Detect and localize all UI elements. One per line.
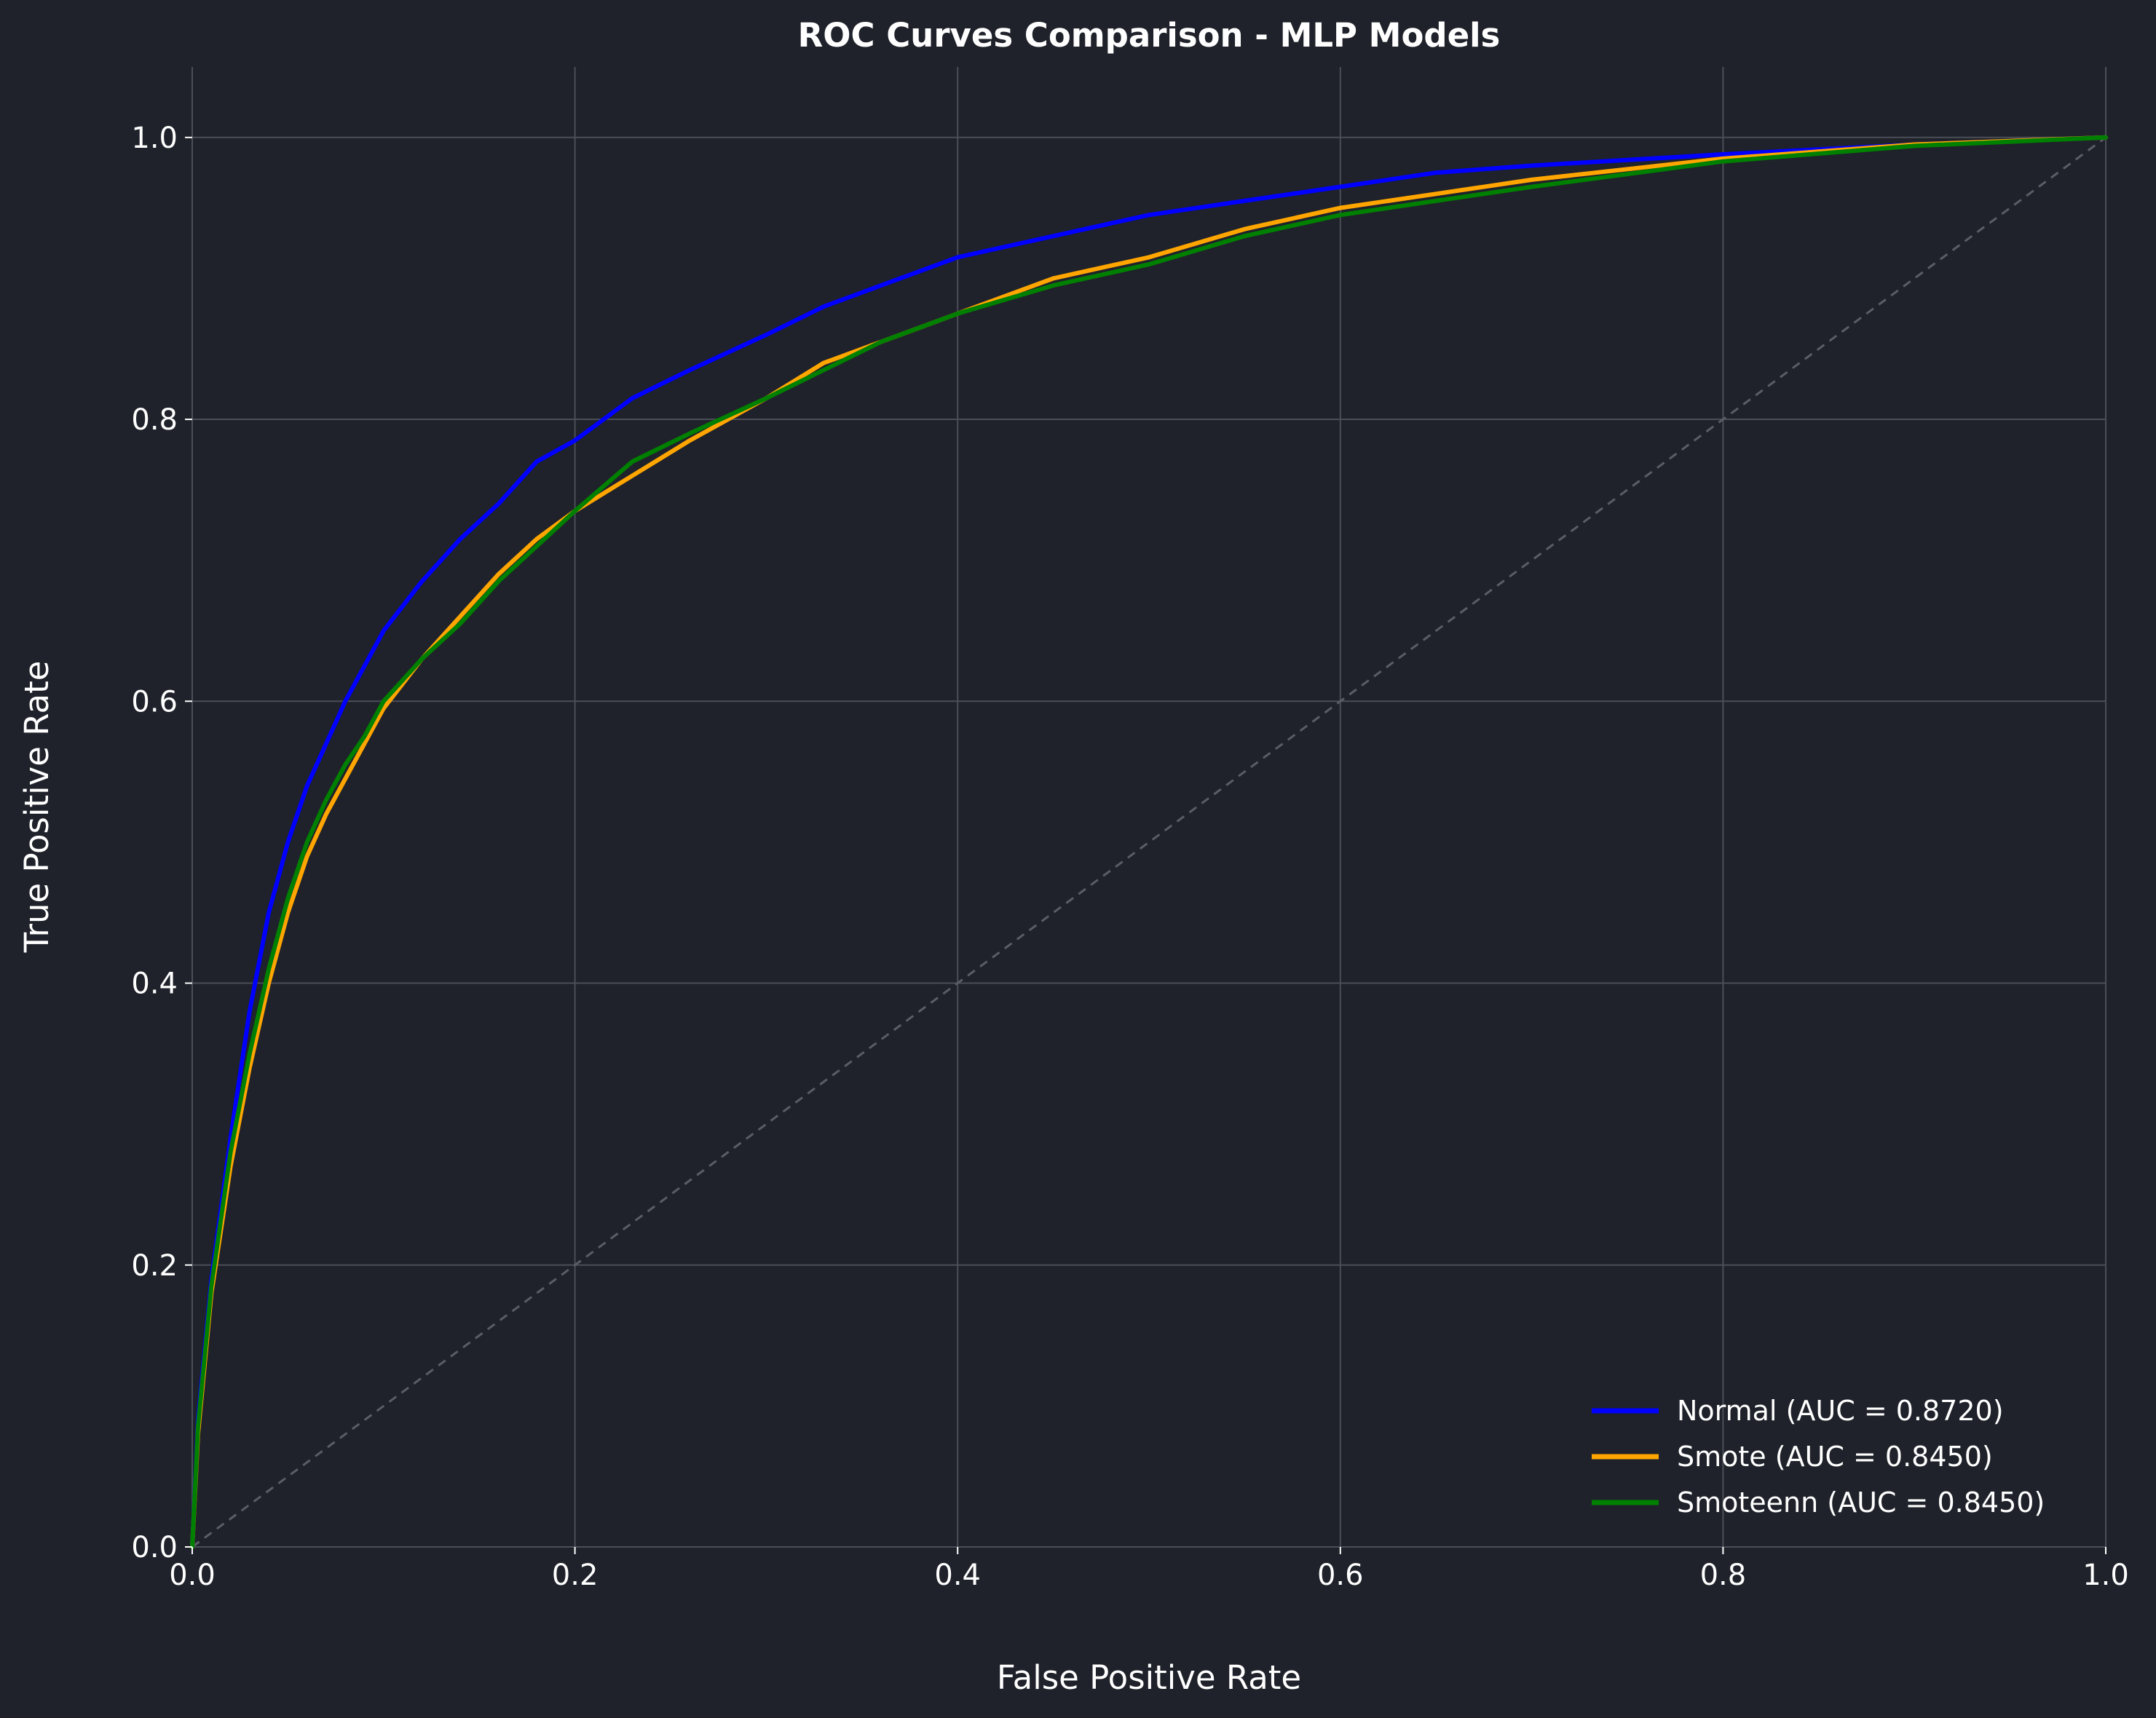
- reference-diagonal: [191, 136, 2106, 1548]
- x-tick-label: 0.2: [552, 1559, 599, 1592]
- x-tick-label: 0.6: [1317, 1559, 1364, 1592]
- legend-entry: Smote (AUC = 0.8450): [1677, 1441, 1993, 1473]
- axis-ticks: 0.0 0.2 0.4 0.6 0.8 1.0 0.0 0.2 0.4 0.6 0.8 1.0: [131, 122, 2128, 1592]
- x-tick-label: 0.8: [1700, 1559, 1747, 1592]
- series-line-0: [190, 135, 2108, 1549]
- legend-entry: Normal (AUC = 0.8720): [1677, 1395, 2004, 1427]
- series-line-2: [190, 135, 2108, 1549]
- x-tick-label: 0.4: [934, 1559, 981, 1592]
- y-axis-label: True Positive Rate: [17, 661, 56, 954]
- y-tick-label: 0.4: [131, 967, 178, 1001]
- x-tick-label: 0.0: [169, 1559, 216, 1592]
- series-lines: [190, 135, 2108, 1549]
- y-tick-label: 0.6: [131, 685, 178, 719]
- y-tick-label: 0.2: [131, 1249, 178, 1283]
- x-axis-label: False Positive Rate: [997, 1658, 1301, 1697]
- chart-title: ROC Curves Comparison - MLP Models: [798, 16, 1501, 55]
- series-line-1: [190, 135, 2108, 1549]
- y-tick-label: 1.0: [131, 122, 178, 155]
- x-tick-label: 1.0: [2082, 1559, 2129, 1592]
- y-tick-label: 0.0: [131, 1531, 178, 1564]
- legend: Normal (AUC = 0.8720) Smote (AUC = 0.8450…: [1592, 1395, 2045, 1519]
- legend-entry: Smoteenn (AUC = 0.8450): [1677, 1487, 2045, 1519]
- chance-line: [191, 136, 2106, 1548]
- y-tick-label: 0.8: [131, 403, 178, 437]
